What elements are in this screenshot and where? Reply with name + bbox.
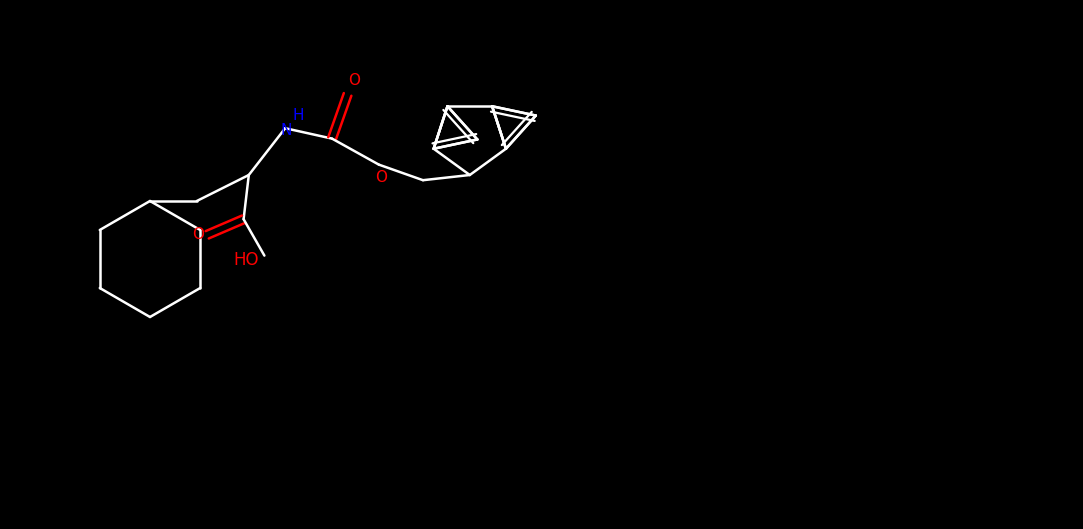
Text: O: O (192, 227, 205, 242)
Text: N: N (280, 123, 292, 138)
Text: HO: HO (234, 251, 259, 269)
Text: H: H (292, 108, 304, 123)
Text: O: O (349, 73, 361, 88)
Text: O: O (375, 170, 387, 185)
